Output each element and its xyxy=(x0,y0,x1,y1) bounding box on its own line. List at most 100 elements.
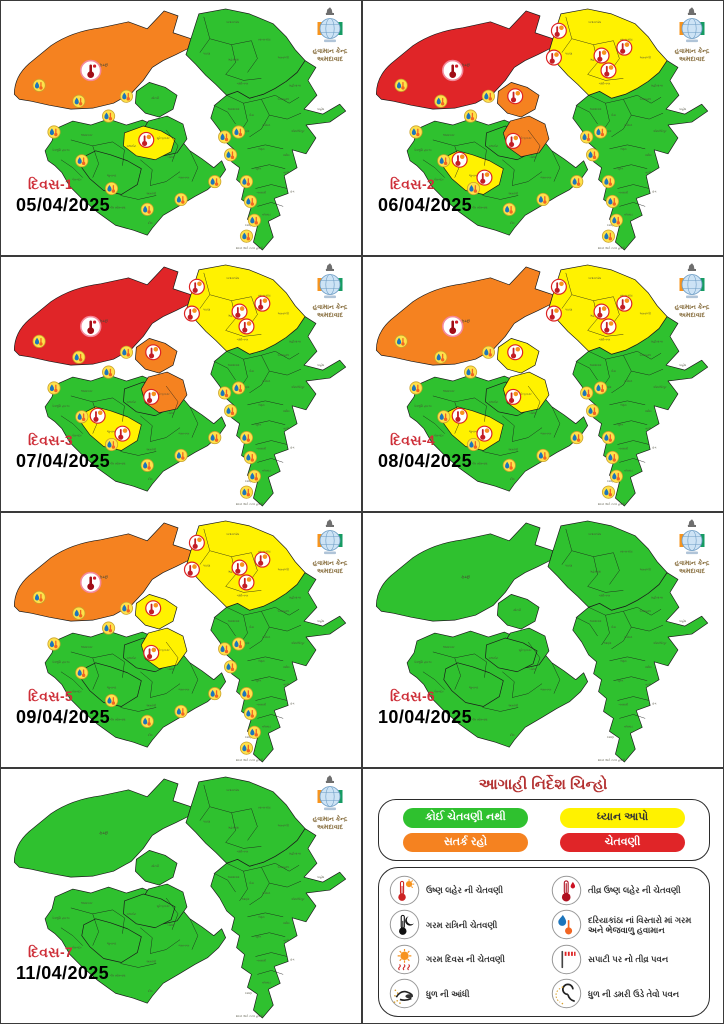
region-north_belt xyxy=(185,8,306,99)
district-label: દમણ xyxy=(607,479,614,483)
district-labels: કચ્છબનાસકાંઠાપાટણમહેસાણાસાબરકાંઠાઅરવલ્લી… xyxy=(414,20,687,250)
district-label: દેવભૂમિ દ્વારકા xyxy=(52,148,70,152)
district-label: ભાવનગર xyxy=(541,432,552,436)
district-label: બોટાદ xyxy=(529,411,537,415)
coastal-humid-icon xyxy=(32,334,46,348)
coastal-humid-icon xyxy=(75,410,89,424)
district-label: છોટાઉદેપુર xyxy=(292,385,305,389)
district-label: સાબરકાંઠા xyxy=(258,294,271,298)
severe-heatwave-icon xyxy=(441,315,464,338)
district-label: ભાવનગર xyxy=(541,688,552,692)
district-label: આણંદ xyxy=(241,385,249,389)
coastal-humid-icon xyxy=(231,381,246,395)
district-label: દેવભૂમિ દ્વારકા xyxy=(414,404,432,408)
forecast-panel-day-3: કચ્છબનાસકાંઠાપાટણમહેસાણાસાબરકાંઠાઅરવલ્લી… xyxy=(0,256,362,512)
coastal-humid-icon xyxy=(481,345,495,359)
coastal-humid-icon xyxy=(208,175,222,189)
district-label: સાબરકાંઠા xyxy=(258,38,271,42)
coastal-humid-icon xyxy=(218,130,232,144)
day-label: દિવસ-6 xyxy=(390,688,436,704)
coastal-humid-icon xyxy=(551,910,582,940)
legend-symbol-label: ગરમ દિવસ ની ચેતવણી xyxy=(426,954,505,965)
district-label: વડોદરા xyxy=(624,635,632,639)
district-label: નવસારી xyxy=(257,190,267,194)
district-label: નવસારી xyxy=(619,702,629,706)
district-label: સુરેન્દ્રનગર xyxy=(157,648,171,652)
day-date: 06/04/2025 xyxy=(378,195,473,215)
district-label: રાજકોટ xyxy=(127,144,137,148)
district-label: પોરબંદર xyxy=(72,946,82,950)
district-label: આણંદ xyxy=(603,129,611,133)
gujarat-district-map: કચ્છ બનાસકાંઠા પાટણ મહેસાણા સાબરકાંઠા અરવલ્લી… xyxy=(13,8,347,251)
district-label: નવસારી xyxy=(257,702,267,706)
coastal-humid-icon xyxy=(102,621,116,635)
district-label: નર્મદા xyxy=(283,665,290,669)
coastal-humid-icon xyxy=(247,213,261,227)
heatwave-icon xyxy=(238,574,255,591)
district-label: છોટાઉદેપુર xyxy=(654,641,667,645)
district-labels: કચ્છબનાસકાંઠાપાટણમહેસાણાસાબરકાંઠાઅરવલ્લી… xyxy=(414,532,687,762)
district-label: છોટાઉદેપુર xyxy=(654,129,667,133)
dust-wind-icon xyxy=(551,978,582,1009)
district-label: ભરૂચ xyxy=(620,147,627,151)
coastal-humid-icon xyxy=(609,469,623,483)
district-label: રાજકોટ xyxy=(489,656,499,660)
district-label: દીવ xyxy=(510,221,515,225)
coastal-humid-icon xyxy=(466,181,481,196)
district-label: પંચમહાલ xyxy=(277,865,289,869)
district-label: જુનાગઢ xyxy=(469,174,479,178)
district-label: દાદરા અને નગર હવેલી xyxy=(598,246,625,250)
heatwave-icon xyxy=(145,344,162,361)
district-label: મોરબી xyxy=(151,96,159,100)
coastal-humid-icon xyxy=(208,687,222,701)
district-label: અરવલ્લી xyxy=(278,824,289,828)
district-label: મોરબી xyxy=(151,864,159,868)
coastal-humid-icon xyxy=(394,334,408,348)
day-date: 09/04/2025 xyxy=(16,707,111,727)
district-label: અમદાવાદ xyxy=(590,107,602,111)
district-label: ગાંધીનગર xyxy=(237,337,249,341)
coastal-humid-icon xyxy=(601,485,616,499)
coastal-humid-icon xyxy=(119,601,133,615)
coastal-humid-icon xyxy=(243,194,258,208)
district-label: વલસાડ xyxy=(262,212,271,216)
district-label: વડોદરા xyxy=(262,891,270,895)
district-label: કચ્છ xyxy=(99,830,109,835)
district-labels: કચ્છબનાસકાંઠાપાટણમહેસાણાસાબરકાંઠાઅરવલ્લી… xyxy=(52,788,325,1018)
coastal-humid-icon xyxy=(243,706,258,720)
coastal-humid-icon xyxy=(605,450,620,464)
region-morbi xyxy=(497,594,540,630)
coastal-humid-icon xyxy=(434,94,448,108)
warning-level-pill-orange: સતર્ક રહો xyxy=(403,832,528,852)
district-label: દાહોદ xyxy=(317,875,324,879)
warm-night-icon xyxy=(389,910,420,940)
district-label: મહીસાગર xyxy=(289,595,301,599)
heatwave-icon xyxy=(183,561,200,578)
warning-symbols-box: ઉષ્ણ લહેર ની ચેતવણી તીવ્ર ઉષ્ણ લહેર ની ચ… xyxy=(378,867,710,1017)
day-date: 10/04/2025 xyxy=(378,707,473,727)
district-label: જામનગર xyxy=(443,133,455,137)
region-morbi xyxy=(135,850,178,886)
coastal-humid-icon xyxy=(72,94,86,108)
region-rajkot xyxy=(123,893,176,929)
district-label: રાજકોટ xyxy=(489,144,499,148)
imd-logo: હવામાન કેન્દ્ર અમદાવાદ xyxy=(304,518,356,576)
district-label: અમરેલી xyxy=(508,191,518,195)
coastal-humid-icon xyxy=(224,404,238,418)
heatwave-icon xyxy=(254,295,271,312)
district-borders xyxy=(60,784,302,975)
district-label: સુરેન્દ્રનગર xyxy=(157,392,171,396)
heatwave-icon xyxy=(89,407,106,424)
district-label: જુનાગઢ xyxy=(469,430,479,434)
coastal-humid-icon xyxy=(104,437,119,452)
district-label: તાપી xyxy=(645,171,651,175)
district-label: સુરત xyxy=(255,935,261,939)
coastal-humid-icon xyxy=(570,431,584,445)
district-label: રાજકોટ xyxy=(127,400,137,404)
legend-symbol-label: ધુળ ની ડમરી ઉડે તેવો પવન xyxy=(588,988,680,999)
district-label: ગાંધીનગર xyxy=(599,593,611,597)
coastal-humid-icon xyxy=(140,714,154,728)
heatwave-icon xyxy=(600,62,617,79)
coastal-humid-icon xyxy=(247,725,261,739)
coastal-humid-icon xyxy=(231,125,246,139)
